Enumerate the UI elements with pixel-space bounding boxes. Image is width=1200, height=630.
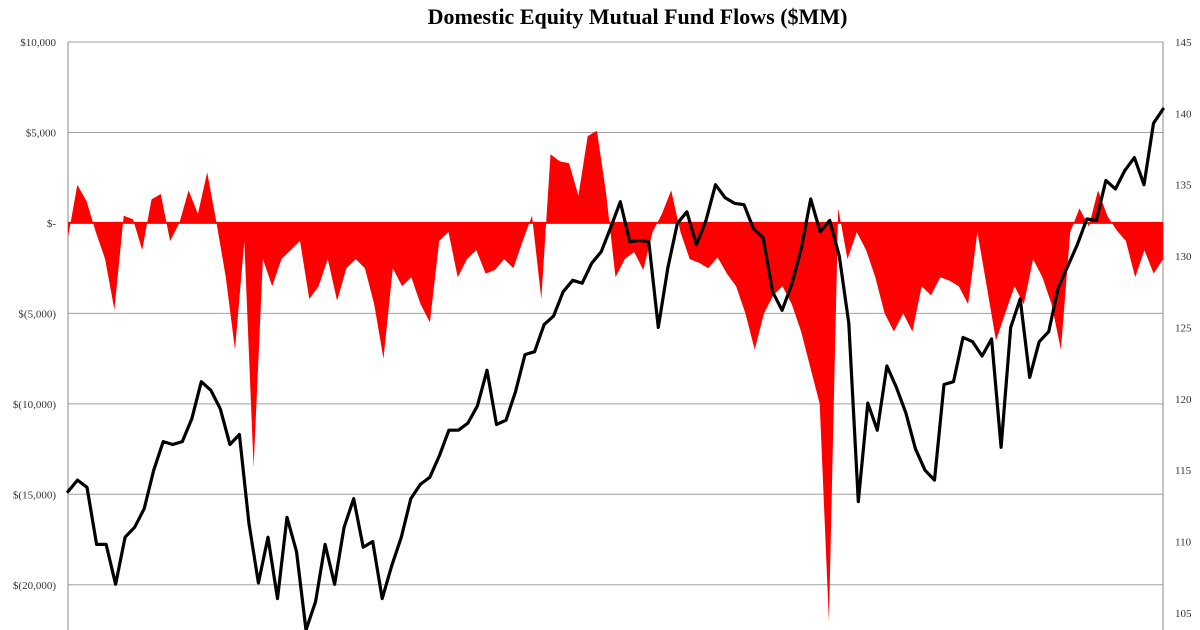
right-tick-label-4: 125 xyxy=(1175,322,1192,334)
index-line xyxy=(66,107,1165,630)
left-tick-label-2: $- xyxy=(47,218,57,230)
left-tick-label-1: $5,000 xyxy=(26,127,57,139)
left-tick-label-6: $(20,000) xyxy=(13,580,56,592)
left-tick-label-4: $(10,000) xyxy=(13,399,56,411)
right-tick-label-7: 110 xyxy=(1175,537,1192,549)
left-tick-label-0: $10,000 xyxy=(20,37,56,49)
right-tick-label-5: 120 xyxy=(1175,394,1192,406)
right-tick-label-3: 130 xyxy=(1175,251,1192,263)
chart-title: Domestic Equity Mutual Fund Flows ($MM) xyxy=(427,4,848,29)
right-tick-label-0: 145 xyxy=(1175,37,1192,49)
left-tick-label-3: $(5,000) xyxy=(18,308,56,320)
flows-area xyxy=(68,130,1163,621)
left-tick-label-5: $(15,000) xyxy=(13,489,56,501)
right-tick-label-1: 140 xyxy=(1175,108,1192,120)
right-tick-label-6: 115 xyxy=(1175,465,1192,477)
right-tick-label-2: 135 xyxy=(1175,180,1192,192)
right-tick-label-8: 105 xyxy=(1175,608,1192,620)
